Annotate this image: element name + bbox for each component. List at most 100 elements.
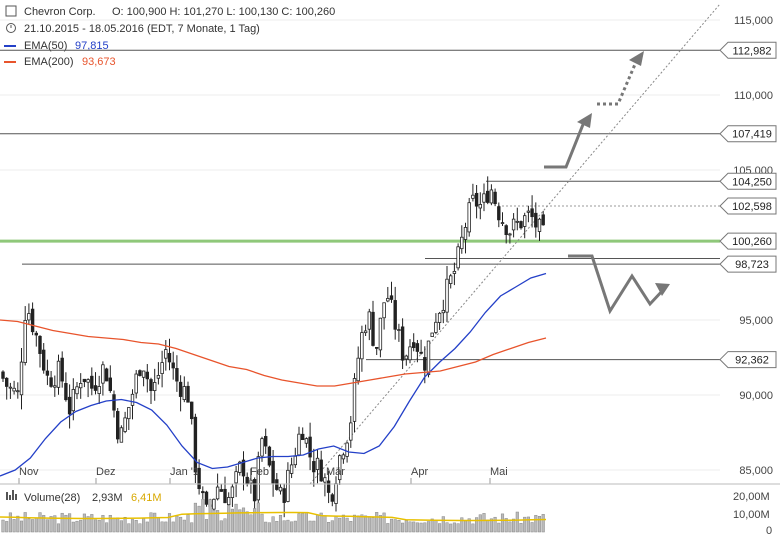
candle	[523, 212, 527, 239]
candle-body	[178, 381, 183, 397]
candle	[23, 306, 27, 366]
volume-value1: 2,93M	[92, 492, 123, 504]
candle-body	[230, 486, 235, 498]
candle	[282, 483, 286, 518]
candle-body	[260, 438, 264, 457]
candle-body	[275, 479, 279, 490]
candle-body	[419, 351, 423, 354]
volume-bar	[519, 523, 523, 533]
volume-bar	[426, 521, 431, 533]
volume-bar	[456, 523, 460, 533]
volume-bar	[164, 521, 168, 533]
volume-bar	[227, 505, 231, 533]
candle-body	[90, 375, 94, 389]
volume-bar	[352, 514, 357, 533]
volume-bar	[105, 522, 109, 533]
candle	[397, 323, 401, 342]
candle-body	[53, 385, 57, 388]
candle	[138, 369, 142, 377]
volume-bar	[438, 523, 442, 533]
candle-body	[471, 194, 475, 199]
candle-body	[541, 214, 545, 226]
volume-bar	[119, 520, 123, 533]
candle-body	[389, 295, 394, 300]
candle-body	[519, 221, 523, 229]
candle	[360, 325, 364, 372]
volume-bar	[201, 499, 205, 533]
candle	[389, 281, 394, 303]
candle	[286, 462, 290, 503]
volume-bar	[330, 520, 334, 533]
trendline-layer	[309, 3, 721, 485]
candle	[64, 372, 68, 402]
volume-tick-0: 0	[766, 525, 772, 536]
volume-bar	[175, 515, 179, 533]
candle-body	[42, 349, 46, 371]
candle	[201, 486, 205, 499]
candle	[175, 355, 179, 392]
candle-body	[334, 483, 338, 504]
volume-bar	[16, 515, 20, 533]
candle-body	[186, 385, 190, 403]
candle-body	[371, 311, 375, 346]
candle-body	[345, 442, 349, 457]
candle	[411, 333, 416, 352]
candle-body	[411, 342, 416, 348]
volume-bar	[160, 521, 164, 533]
volume-bar	[53, 515, 57, 533]
ema200-line	[0, 319, 547, 387]
volume-bar	[271, 516, 275, 533]
candle-body	[293, 455, 297, 466]
candle	[141, 370, 146, 387]
candle	[38, 335, 42, 368]
candle-body	[193, 416, 198, 473]
volume-bar	[401, 522, 405, 533]
volume-bar	[38, 512, 42, 533]
candle-body	[67, 396, 72, 415]
candle	[326, 470, 331, 504]
grid-layer	[0, 19, 720, 471]
volume-bar	[278, 514, 283, 533]
candle	[452, 262, 457, 286]
candle	[434, 313, 438, 335]
candle	[378, 317, 383, 358]
candle	[119, 425, 124, 443]
candle	[93, 372, 98, 395]
candle-body	[49, 377, 53, 387]
volume-label: Volume(28)	[24, 492, 80, 504]
candle	[178, 375, 183, 412]
volume-bar	[327, 522, 331, 533]
volume-bar	[45, 519, 49, 533]
target-arrow-head	[629, 51, 644, 66]
candle	[478, 192, 482, 220]
candle	[415, 339, 420, 363]
candle	[79, 373, 83, 399]
candle	[234, 465, 238, 498]
volume-bar	[101, 515, 105, 533]
candle-body	[27, 313, 31, 321]
candle-body	[234, 471, 238, 484]
volume-bar	[364, 515, 368, 533]
candle	[493, 188, 497, 207]
volume-bar	[478, 514, 482, 533]
volume-bar	[171, 521, 175, 533]
candle	[504, 224, 508, 244]
price-tag: 98,723	[719, 255, 777, 273]
candle-body	[308, 436, 312, 458]
volume-bar	[530, 522, 534, 533]
candle-body	[404, 355, 408, 360]
candle	[374, 347, 379, 356]
candle-body	[534, 212, 538, 228]
candle	[386, 286, 390, 303]
candle	[371, 300, 375, 347]
ema200-legend-value: 93,673	[82, 56, 116, 68]
volume-icon	[6, 492, 8, 500]
volume-bar	[537, 515, 542, 533]
volume-bar	[179, 516, 183, 533]
volume-bar	[1, 519, 5, 533]
volume-tick-10m: 10,00M	[733, 509, 770, 521]
candle-body	[460, 236, 464, 250]
candle	[30, 302, 35, 336]
candle-body	[215, 486, 220, 500]
price-tag-label: 92,362	[735, 355, 769, 367]
